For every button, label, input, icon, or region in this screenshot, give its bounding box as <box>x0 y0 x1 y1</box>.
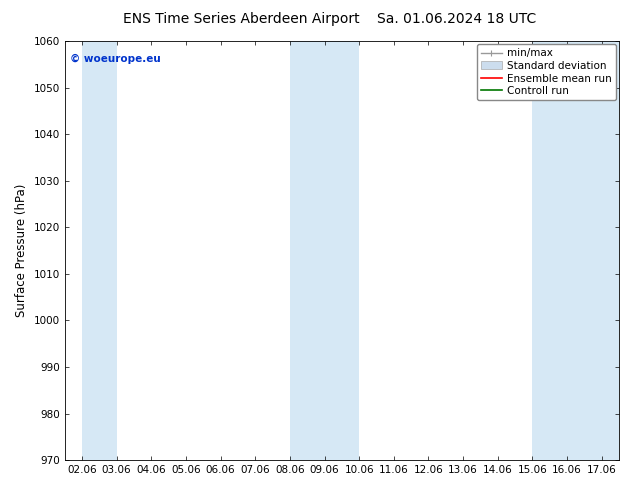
Bar <box>533 41 619 460</box>
Y-axis label: Surface Pressure (hPa): Surface Pressure (hPa) <box>15 184 28 318</box>
Text: ENS Time Series Aberdeen Airport: ENS Time Series Aberdeen Airport <box>122 12 359 26</box>
Bar <box>82 41 117 460</box>
Legend: min/max, Standard deviation, Ensemble mean run, Controll run: min/max, Standard deviation, Ensemble me… <box>477 44 616 100</box>
Bar <box>290 41 359 460</box>
Text: Sa. 01.06.2024 18 UTC: Sa. 01.06.2024 18 UTC <box>377 12 536 26</box>
Text: © woeurope.eu: © woeurope.eu <box>70 53 161 64</box>
